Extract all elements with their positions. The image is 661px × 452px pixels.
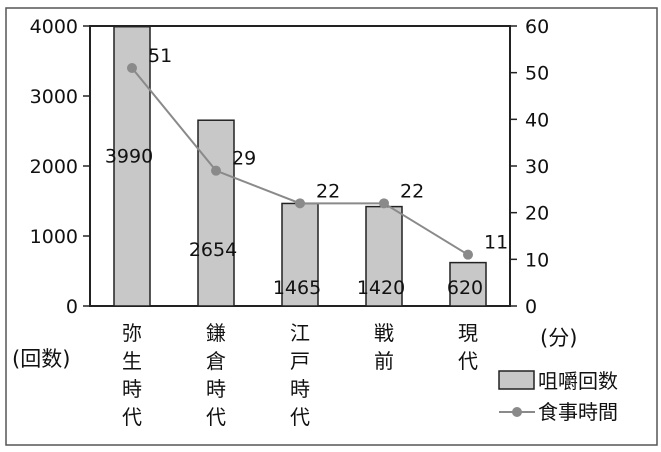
x-category-label: 時 [206, 377, 226, 401]
line-value-label: 22 [400, 180, 424, 202]
left-tick-label: 0 [66, 296, 78, 318]
bar [449, 261, 487, 307]
x-category-label: 時 [122, 377, 142, 401]
x-category-label: 代 [206, 405, 226, 429]
right-tick-label: 10 [525, 249, 549, 271]
bar-value-labels: 3990 2654 1465 1420 620 [105, 146, 483, 299]
left-tick-label: 3000 [30, 86, 78, 108]
line-value-label: 22 [316, 180, 340, 202]
bar-value-label: 3990 [105, 146, 153, 168]
right-tick-label: 60 [525, 16, 549, 38]
bar [113, 25, 151, 307]
bar-value-label: 1420 [357, 277, 405, 299]
x-category-label: 代 [122, 405, 142, 429]
x-category-label: 倉 [206, 349, 226, 373]
legend-line-marker [512, 407, 522, 417]
x-category-label: 鎌 [206, 321, 226, 345]
legend-bar-swatch [498, 370, 535, 390]
x-category-label: 現 [458, 321, 478, 345]
x-category-label: 戸 [290, 349, 310, 373]
x-category-label: 戦 [374, 321, 394, 345]
x-category-label: 弥 [122, 321, 142, 345]
right-axis-ticks: 0 10 20 30 40 50 60 [510, 16, 549, 318]
right-tick-label: 50 [525, 63, 549, 85]
bar [197, 119, 235, 307]
line-value-label: 29 [232, 148, 256, 170]
left-tick-label: 4000 [30, 16, 78, 38]
line-series [127, 63, 473, 260]
right-tick-label: 40 [525, 109, 549, 131]
x-category-label: 生 [122, 349, 142, 373]
x-category-label: 江 [290, 321, 310, 345]
line-value-label: 11 [484, 232, 508, 254]
legend: 咀嚼回数 食事時間 [498, 369, 618, 424]
left-axis-ticks: 0 1000 2000 3000 4000 [30, 16, 90, 318]
line-value-label: 51 [148, 45, 172, 67]
x-category-label: 時 [290, 377, 310, 401]
right-tick-label: 30 [525, 156, 549, 178]
left-tick-label: 2000 [30, 156, 78, 178]
line-point [463, 249, 473, 260]
bar-series [113, 25, 487, 307]
x-category-label: 代 [458, 349, 478, 373]
line-value-labels: 51 29 22 22 11 [148, 45, 508, 254]
legend-line-label: 食事時間 [538, 400, 618, 424]
left-tick-label: 1000 [30, 226, 78, 248]
line-point [211, 165, 221, 176]
line-point [295, 198, 305, 209]
line-point [127, 63, 137, 73]
bar [281, 202, 319, 307]
bar-value-label: 1465 [273, 277, 321, 299]
bar-value-label: 2654 [189, 239, 237, 261]
right-tick-label: 0 [525, 296, 537, 318]
line-point [379, 198, 389, 209]
x-category-label: 代 [290, 405, 310, 429]
right-axis-unit: (分) [540, 326, 577, 350]
left-axis-unit: (回数) [12, 347, 70, 371]
legend-bar-label: 咀嚼回数 [538, 369, 618, 393]
x-category-label: 前 [374, 349, 394, 373]
right-tick-label: 20 [525, 203, 549, 225]
bar-value-label: 620 [447, 277, 483, 299]
